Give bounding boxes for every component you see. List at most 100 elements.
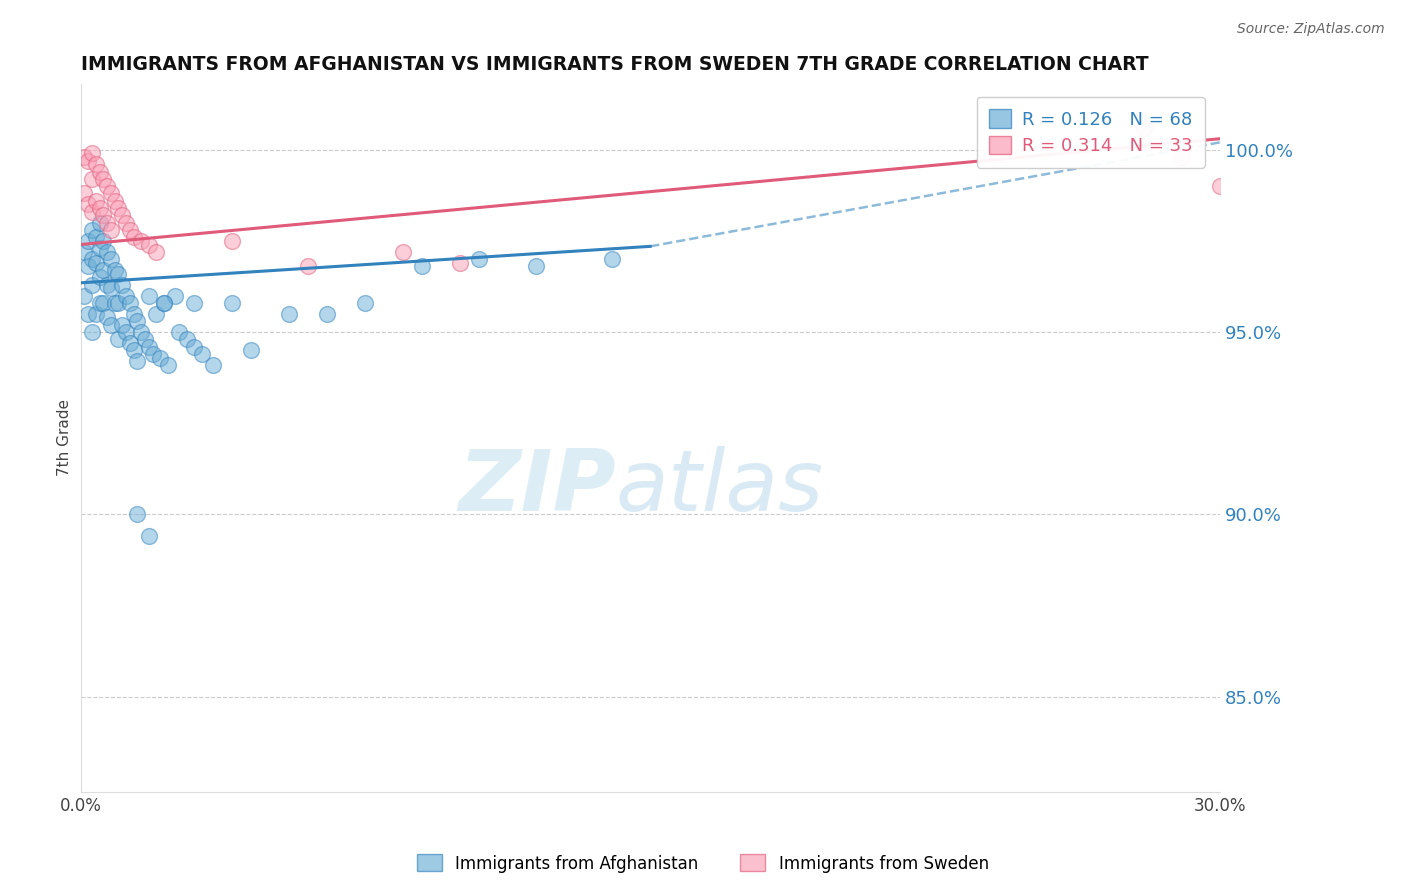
Point (316, 307, 339, 321)
Point (118, 296, 141, 310)
Text: atlas: atlas (616, 446, 824, 529)
Point (145, 307, 167, 321)
Point (600, 252, 623, 266)
Point (73, 244, 96, 259)
Point (111, 277, 134, 292)
Point (80, 146, 103, 161)
Point (84, 157, 107, 171)
Legend: R = 0.126   N = 68, R = 0.314   N = 33: R = 0.126 N = 68, R = 0.314 N = 33 (977, 96, 1205, 168)
Point (1132, 120, 1154, 135)
Point (80, 277, 103, 292)
Point (176, 332, 198, 346)
Point (129, 234, 152, 248)
Point (104, 263, 127, 277)
Point (104, 296, 127, 310)
Point (142, 347, 165, 361)
Point (80, 204, 103, 219)
Point (104, 194, 127, 208)
Point (138, 340, 160, 354)
Point (411, 260, 433, 274)
Point (107, 267, 129, 281)
Point (107, 296, 129, 310)
Point (84, 256, 107, 270)
Point (118, 223, 141, 237)
Point (149, 351, 172, 365)
Legend: Immigrants from Afghanistan, Immigrants from Sweden: Immigrants from Afghanistan, Immigrants … (411, 847, 995, 880)
Point (183, 296, 205, 310)
Point (167, 325, 190, 339)
Point (118, 336, 141, 351)
Point (89, 201, 111, 215)
Point (77, 197, 100, 211)
Point (221, 296, 243, 310)
Point (91, 296, 114, 310)
Point (115, 216, 138, 230)
Point (297, 260, 319, 274)
Point (77, 307, 100, 321)
Point (80, 252, 103, 266)
Point (115, 288, 138, 302)
Point (73, 150, 96, 164)
Point (84, 230, 107, 244)
Point (145, 244, 167, 259)
Point (278, 307, 301, 321)
Point (100, 281, 122, 295)
Point (183, 340, 205, 354)
Point (84, 307, 107, 321)
Point (127, 508, 149, 522)
Point (191, 347, 214, 361)
Point (111, 318, 134, 332)
Text: IMMIGRANTS FROM AFGHANISTAN VS IMMIGRANTS FROM SWEDEN 7TH GRADE CORRELATION CHAR: IMMIGRANTS FROM AFGHANISTAN VS IMMIGRANT… (80, 55, 1149, 74)
Point (524, 260, 547, 274)
Point (468, 252, 491, 266)
Point (80, 223, 103, 237)
Point (122, 307, 145, 321)
Point (91, 172, 114, 186)
Point (122, 343, 145, 358)
Point (73, 288, 96, 302)
Point (165, 288, 187, 302)
Point (153, 296, 176, 310)
Point (89, 216, 111, 230)
Point (107, 201, 129, 215)
Point (77, 234, 100, 248)
Point (1209, 179, 1232, 194)
Point (138, 529, 160, 543)
Point (156, 358, 179, 372)
Text: ZIP: ZIP (458, 446, 616, 529)
Point (100, 252, 122, 266)
Point (138, 237, 160, 252)
Point (354, 296, 377, 310)
Point (221, 234, 243, 248)
Point (100, 186, 122, 201)
Point (89, 164, 111, 178)
Point (96, 310, 118, 325)
Point (392, 244, 415, 259)
Point (127, 314, 149, 328)
Point (1171, 150, 1194, 164)
Point (129, 325, 152, 339)
Point (91, 263, 114, 277)
Point (100, 318, 122, 332)
Point (89, 241, 111, 255)
Point (80, 172, 103, 186)
Point (91, 208, 114, 222)
Y-axis label: 7th Grade: 7th Grade (58, 400, 72, 476)
Point (122, 230, 145, 244)
Point (127, 354, 149, 368)
Point (107, 332, 129, 346)
Point (111, 208, 134, 222)
Point (240, 343, 263, 358)
Point (89, 296, 111, 310)
Point (91, 234, 114, 248)
Point (84, 194, 107, 208)
Point (77, 260, 100, 274)
Point (80, 325, 103, 339)
Point (115, 325, 138, 339)
Point (138, 288, 160, 302)
Point (202, 358, 225, 372)
Point (89, 270, 111, 285)
Point (73, 186, 96, 201)
Point (153, 296, 176, 310)
Point (100, 223, 122, 237)
